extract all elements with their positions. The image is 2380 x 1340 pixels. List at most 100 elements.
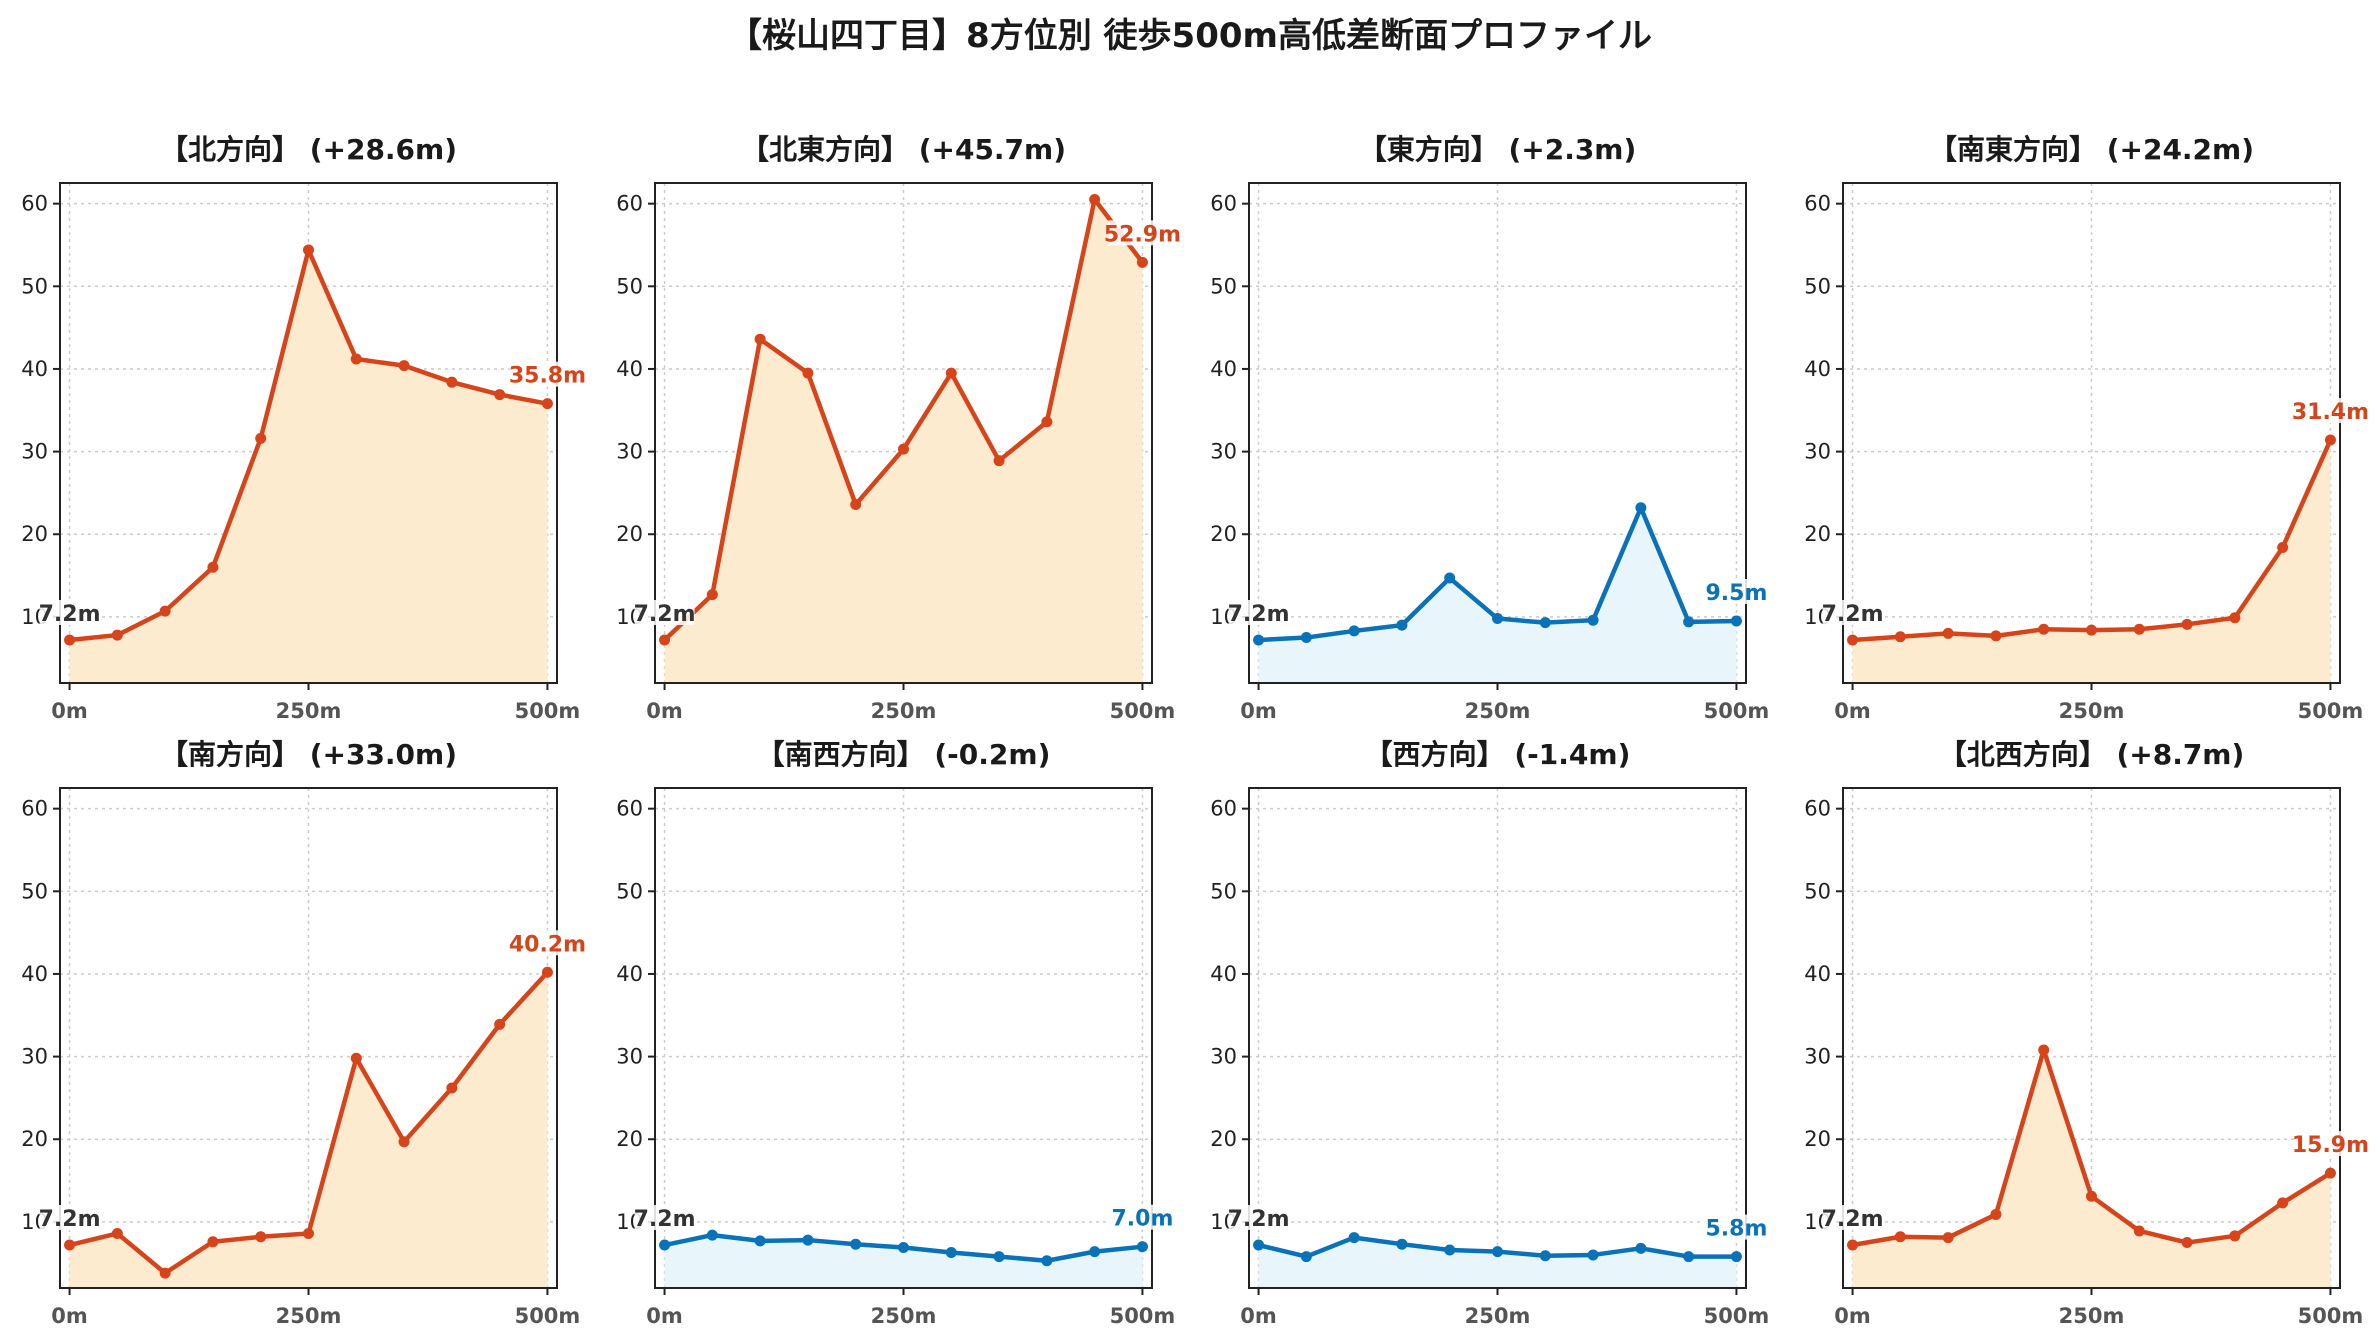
- data-point: [1136, 1241, 1148, 1253]
- end-label-bg: [2296, 1131, 2365, 1157]
- data-point: [64, 634, 76, 646]
- area-fill: [69, 972, 548, 1288]
- x-tick-label: 250m: [1465, 699, 1531, 723]
- panel-title: 【北方向】 (+28.6m): [160, 133, 457, 166]
- plot-frame: [654, 787, 1153, 1289]
- figure-title: 【桜山四丁目】8方位別 徒歩500m高低差断面プロファイル: [728, 16, 1652, 56]
- data-point: [2324, 1167, 2336, 1179]
- start-label-bg: [39, 600, 100, 626]
- data-point: [706, 589, 718, 601]
- start-value-label: 7.2m: [39, 602, 101, 627]
- data-point: [1942, 1232, 1954, 1244]
- y-tick-label: 60: [1210, 797, 1237, 821]
- data-point: [850, 1238, 862, 1250]
- data-point: [1492, 613, 1503, 625]
- end-value-label: 40.2m: [509, 932, 586, 957]
- start-label-bg: [39, 1205, 100, 1231]
- data-point: [2277, 1197, 2289, 1209]
- x-tick-label: 0m: [1834, 1304, 1871, 1328]
- end-value-label: 35.8m: [509, 364, 586, 389]
- data-point: [303, 244, 314, 256]
- panel-title: 【南西方向】 (-0.2m): [757, 738, 1051, 771]
- y-tick-label: 30: [21, 1045, 48, 1069]
- x-tick-label: 250m: [276, 1304, 342, 1328]
- data-point: [255, 1231, 267, 1243]
- start-value-label: 7.2m: [634, 602, 696, 627]
- x-tick-label: 500m: [1110, 1304, 1176, 1328]
- data-point: [2086, 624, 2097, 636]
- y-tick-label: 20: [616, 1127, 643, 1151]
- x-tick-label: 0m: [646, 699, 683, 723]
- y-tick-label: 20: [1804, 1127, 1831, 1151]
- data-point: [2133, 1225, 2145, 1237]
- y-tick-label: 20: [1210, 522, 1237, 546]
- data-point: [1492, 1246, 1503, 1258]
- x-tick-label: 250m: [1465, 1304, 1531, 1328]
- data-point: [494, 1018, 506, 1030]
- x-tick-label: 500m: [2298, 1304, 2364, 1328]
- y-tick-label: 60: [1804, 797, 1831, 821]
- y-tick-label: 50: [1210, 879, 1237, 903]
- end-value-label: 7.0m: [1111, 1207, 1173, 1232]
- x-tick-label: 250m: [2059, 1304, 2125, 1328]
- start-label-bg: [1822, 600, 1883, 626]
- data-point: [945, 367, 957, 379]
- y-tick-label: 20: [21, 1127, 48, 1151]
- data-point: [898, 443, 909, 455]
- data-point: [350, 353, 362, 365]
- data-point: [1396, 1238, 1408, 1250]
- data-point: [945, 1246, 957, 1258]
- data-point: [1683, 1251, 1695, 1263]
- x-tick-label: 500m: [2298, 699, 2364, 723]
- data-point: [2324, 434, 2336, 446]
- data-point: [659, 1239, 671, 1251]
- data-point: [1990, 630, 2002, 642]
- data-point: [1990, 1208, 2002, 1220]
- y-tick-label: 50: [616, 879, 643, 903]
- area-fill: [1258, 1237, 1737, 1288]
- end-label-bg: [513, 361, 582, 387]
- y-tick-label: 50: [1210, 274, 1237, 298]
- y-tick-label: 30: [616, 1045, 643, 1069]
- y-tick-label: 60: [616, 797, 643, 821]
- data-point: [754, 333, 766, 345]
- area-fill: [1258, 507, 1737, 683]
- start-label-bg: [1228, 1205, 1289, 1231]
- data-point: [255, 432, 267, 444]
- start-value-label: 7.2m: [39, 1207, 101, 1232]
- data-point: [159, 605, 171, 617]
- end-value-label: 15.9m: [2292, 1133, 2369, 1158]
- data-point: [1300, 1251, 1312, 1263]
- start-label-bg: [634, 600, 695, 626]
- data-point: [1942, 627, 1954, 639]
- x-tick-label: 0m: [646, 1304, 683, 1328]
- y-tick-label: 20: [616, 522, 643, 546]
- data-point: [494, 389, 506, 401]
- data-point: [398, 1136, 410, 1148]
- x-tick-label: 0m: [51, 699, 88, 723]
- x-tick-label: 500m: [1110, 699, 1176, 723]
- data-point: [64, 1239, 76, 1251]
- data-point: [159, 1267, 171, 1279]
- end-label-bg: [2296, 398, 2365, 424]
- x-tick-label: 250m: [2059, 699, 2125, 723]
- y-tick-label: 40: [21, 357, 48, 381]
- data-point: [1348, 1232, 1360, 1244]
- x-tick-label: 500m: [515, 699, 581, 723]
- y-tick-label: 40: [1804, 962, 1831, 986]
- start-value-label: 7.2m: [634, 1207, 696, 1232]
- x-tick-label: 500m: [1704, 1304, 1770, 1328]
- data-point: [1847, 634, 1859, 646]
- data-point: [1587, 1249, 1599, 1261]
- data-point: [2086, 1190, 2097, 1202]
- area-fill: [69, 249, 548, 684]
- data-point: [1683, 616, 1695, 628]
- end-label-bg: [1702, 1214, 1771, 1240]
- data-point: [2038, 623, 2050, 635]
